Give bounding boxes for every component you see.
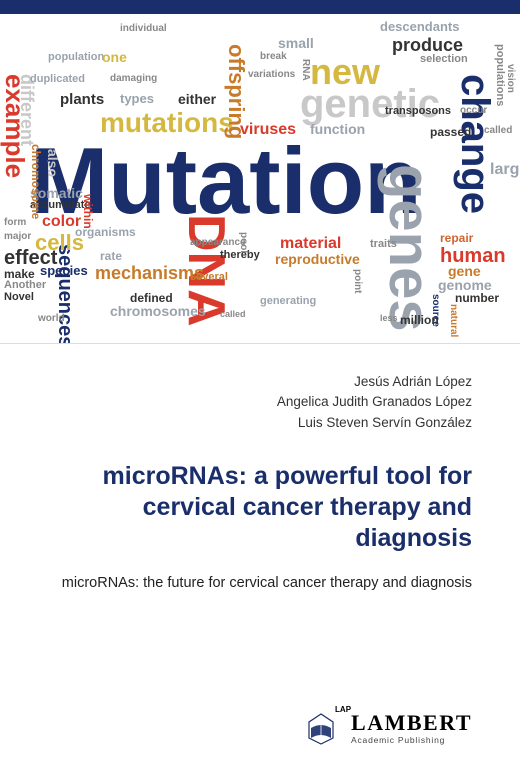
wordcloud-word: mutations [100, 109, 234, 137]
wordcloud-word: individual [120, 24, 167, 34]
wordcloud-word: chromosome [30, 144, 42, 219]
wordcloud-word: species [40, 264, 88, 277]
wordcloud-word: types [120, 92, 154, 105]
wordcloud-word: variations [248, 70, 295, 80]
publisher-logo-icon [301, 708, 341, 748]
wordcloud-word: one [102, 50, 127, 64]
wordcloud-word: generating [260, 296, 316, 307]
book-title: microRNAs: a powerful tool for cervical … [48, 461, 472, 555]
wordcloud-word: rate [100, 250, 122, 262]
wordcloud-word: reproductive [275, 252, 360, 266]
wordcloud-word: plants [60, 92, 104, 107]
wordcloud-word: vision [505, 64, 515, 93]
authors-list: Jesús Adrián López Angelica Judith Grana… [0, 344, 520, 433]
wordcloud-word: form [4, 218, 26, 228]
wordcloud-word: Another [4, 280, 46, 291]
wordcloud-word: produce [392, 36, 463, 54]
wordcloud-word: Novel [4, 292, 34, 303]
publisher-subline: Academic Publishing [351, 736, 472, 745]
wordcloud-word: several [190, 272, 228, 283]
wordcloud-word: major [4, 232, 31, 242]
wordcloud-word: mechanisms [95, 264, 204, 282]
wordcloud-word: defined [130, 292, 173, 304]
book-subtitle: microRNAs: the future for cervical cance… [48, 573, 472, 593]
wordcloud-word: change [455, 74, 495, 214]
wordcloud-word: number [455, 292, 499, 304]
wordcloud-word: within [82, 194, 94, 229]
publisher-text: LAP LAMBERT Academic Publishing [351, 712, 472, 745]
wordcloud-word: small [278, 36, 314, 50]
wordcloud-word: duplicated [30, 74, 85, 85]
wordcloud-word: world [38, 314, 65, 324]
author-line: Jesús Adrián López [48, 372, 472, 392]
wordcloud-word: either [178, 92, 216, 106]
wordcloud-word: called [220, 310, 246, 319]
wordcloud-word: RNA [300, 59, 310, 81]
wordcloud-word: less [380, 314, 398, 323]
top-accent-bar [0, 0, 520, 14]
wordcloud-word: million [400, 314, 439, 326]
author-line: Luis Steven Servín González [48, 413, 472, 433]
wordcloud-word: material [280, 236, 341, 252]
wordcloud-word: break [260, 52, 287, 62]
wordcloud-word: sequences [55, 244, 75, 344]
wordcloud-word: genome [438, 278, 492, 292]
wordcloud-word: traits [370, 239, 397, 250]
title-block: microRNAs: a powerful tool for cervical … [0, 433, 520, 593]
wordcloud-word: gene [448, 264, 481, 278]
wordcloud-word: passed [430, 126, 471, 138]
publisher-block: LAP LAMBERT Academic Publishing [301, 708, 472, 748]
wordcloud-word: natural [448, 304, 458, 337]
wordcloud-word: repair [440, 232, 473, 244]
wordcloud-word: populations [494, 44, 505, 106]
wordcloud-word: point [352, 269, 362, 293]
wordcloud-word: transposons [385, 106, 451, 117]
wordcloud-word: pool [238, 232, 248, 253]
wordcloud-word: damaging [110, 74, 157, 84]
wordcloud-hero: MutationDNAgenesgeneticnewchangemutation… [0, 14, 520, 344]
wordcloud-word: also [46, 149, 60, 177]
wordcloud-word: selection [420, 54, 468, 65]
wordcloud-word: function [310, 122, 365, 136]
wordcloud-word: new [310, 54, 380, 90]
wordcloud-word: viruses [240, 122, 296, 138]
wordcloud-word: called [484, 126, 512, 136]
author-line: Angelica Judith Granados López [48, 392, 472, 412]
wordcloud-word: descendants [380, 20, 459, 33]
publisher-name: LAMBERT [351, 712, 472, 734]
publisher-badge: LAP [333, 706, 353, 714]
wordcloud-word: population [48, 52, 104, 63]
wordcloud-word: large [490, 162, 520, 178]
wordcloud-word: chromosomes [110, 304, 206, 318]
wordcloud-word: occur [460, 106, 487, 116]
